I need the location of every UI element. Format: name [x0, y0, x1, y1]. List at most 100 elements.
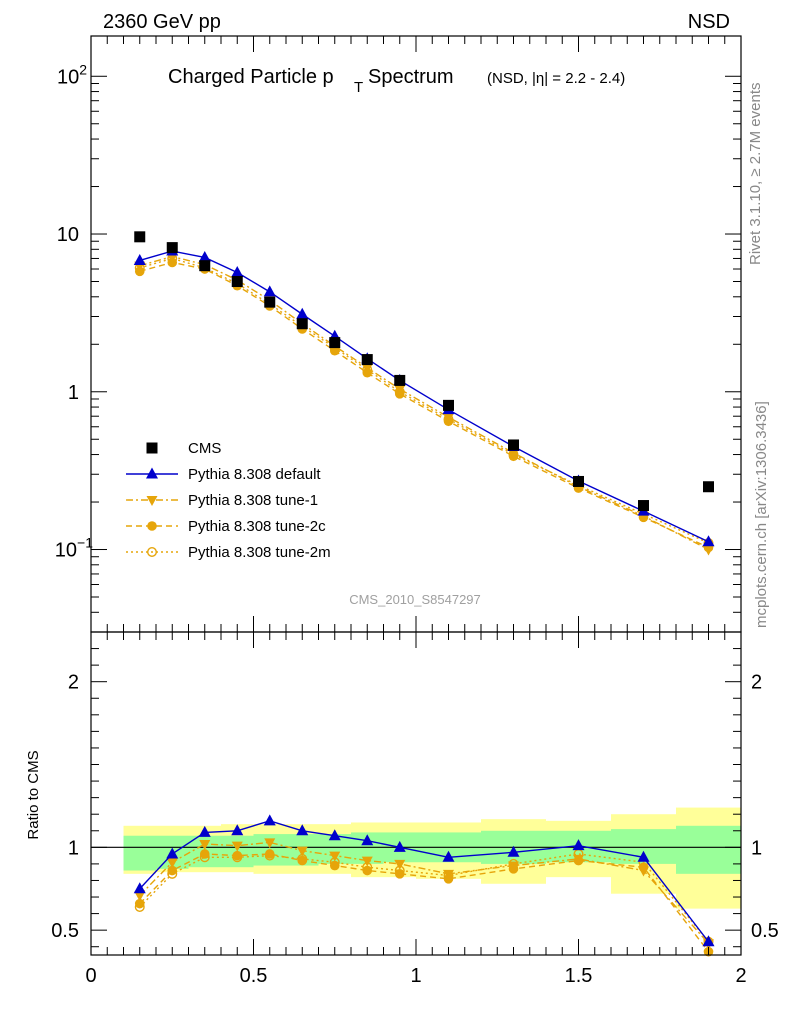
ratio-pythia-8-308-tune-2c-line	[139, 853, 710, 953]
ratio-pythia-8-308-tune-2m-point-3	[232, 852, 243, 863]
main-series-layer	[133, 231, 715, 556]
main-pythia-8-308-default-point-0	[133, 253, 146, 265]
main-ytick-label-exp-0: −1	[77, 535, 93, 551]
main-pythia-8-308-default-point-3	[231, 266, 244, 278]
ratio-pythia-8-308-tune-1-point-3	[231, 841, 243, 852]
ratio-pythia-8-308-default-point-5	[296, 824, 309, 836]
ratio-pythia-8-308-tune-1-point-7	[361, 856, 373, 867]
ratio-pythia-8-308-default-point-9	[442, 850, 455, 862]
main-cms-point-3	[231, 276, 243, 288]
main-pythia-8-308-tune-2m-point-8	[394, 386, 405, 397]
main-frame	[90, 35, 742, 633]
main-pythia-8-308-tune-2m-line	[139, 257, 709, 544]
main-ytick-label-exp-3: 2	[79, 61, 87, 77]
ratio-xtick-label-1: 0.5	[240, 965, 268, 987]
ratio-pythia-8-308-default-point-1	[166, 847, 179, 859]
main-ytick-label-3: 102	[57, 61, 87, 88]
ratio-pythia-8-308-tune-1-line	[139, 841, 710, 944]
ratio-pythia-8-308-tune-2c-point-9	[443, 874, 454, 884]
ratio-pythia-8-308-default-point-12	[637, 850, 650, 862]
legend-pythia-8-308-tune-1-label: Pythia 8.308 tune-1	[188, 492, 318, 509]
ratio-panel: 0 0.5 1 1.5 2 0.5 0.5 1 1 2 2 Ratio to CMS	[25, 631, 779, 987]
legend-pythia-8-308-tune-2c-label: Pythia 8.308 tune-2c	[188, 518, 326, 535]
ratio-pythia-8-308-default-point-13	[702, 935, 715, 947]
ratio-ytick-label-right-2: 2	[751, 672, 762, 694]
ratio-pythia-8-308-default-point-4	[263, 814, 276, 826]
ratio-series-layer	[133, 814, 715, 957]
ratio-pythia-8-308-tune-1-point-6	[329, 851, 341, 862]
header-energy: 2360 GeV pp	[103, 11, 221, 33]
ratio-pythia-8-308-default-point-0	[133, 882, 146, 894]
ratio-pythia-8-308-tune-1-point-4	[264, 838, 276, 849]
ratio-pythia-8-308-default-point-2	[198, 825, 211, 837]
main-pythia-8-308-tune-2c-point-7	[362, 367, 373, 378]
main-axes-layer: 10−1 1 10 102	[55, 35, 742, 633]
ratio-pythia-8-308-tune-2c-point-7	[362, 865, 373, 876]
ratio-xtick-label-3: 1.5	[565, 965, 593, 987]
ratio-pythia-8-308-tune-1-point-1	[166, 858, 178, 869]
title-qualifier: (NSD, |η| = 2.2 - 2.4)	[487, 70, 625, 87]
main-pythia-8-308-default-point-5	[296, 307, 309, 319]
ratio-pythia-8-308-default-point-11	[572, 839, 585, 851]
legend: CMS Pythia 8.308 default Pythia 8.308 tune…	[126, 440, 331, 561]
ratio-pythia-8-308-default-point-8	[393, 840, 406, 852]
main-ytick-label-2: 10	[57, 224, 79, 246]
ratio-pythia-8-308-tune-2m-point-10	[508, 858, 519, 869]
ratio-ytick-label-right-0: 0.5	[751, 920, 779, 942]
ratio-pythia-8-308-tune-1-point-2	[199, 840, 211, 851]
plot-title: Charged Particle p T Spectrum (NSD, |η| …	[168, 66, 625, 96]
ratio-pythia-8-308-tune-2m-point-2	[199, 852, 210, 863]
ratio-ytick-label-left-2: 2	[68, 672, 79, 694]
main-panel: 10−1 1 10 102 Charged Particle p T Spectrum…	[55, 35, 742, 633]
ratio-axes-layer: 0 0.5 1 1.5 2 0.5 0.5 1 1 2 2	[51, 631, 779, 987]
legend-pythia-8-308-tune-2m-marker	[146, 547, 157, 558]
ratio-ytick-label-left-0: 0.5	[51, 920, 79, 942]
ratio-ytick-label-left-1: 1	[68, 837, 79, 859]
mcplots-note: mcplots.cern.ch [arXiv:1306.3436]	[753, 401, 770, 628]
legend-pythia-8-308-tune-2m-label: Pythia 8.308 tune-2m	[188, 544, 331, 561]
ratio-pythia-8-308-tune-2m-point-8	[394, 865, 405, 876]
main-pythia-8-308-default-point-13	[702, 535, 715, 547]
legend-pythia-8-308-default-marker	[146, 467, 158, 479]
main-cms-point-12	[638, 500, 649, 512]
ratio-frame	[90, 631, 742, 956]
ratio-pythia-8-308-default-point-6	[328, 829, 341, 841]
main-pythia-8-308-tune-2c-point-8	[394, 389, 405, 399]
ratio-pythia-8-308-tune-2m-point-6	[329, 857, 340, 868]
main-cms-point-5	[296, 318, 308, 330]
main-cms-point-4	[264, 296, 276, 308]
ratio-pythia-8-308-tune-2c-point-2	[199, 849, 210, 859]
ratio-pythia-8-308-tune-2m-point-7	[362, 862, 373, 873]
ratio-xtick-label-2: 1	[410, 965, 421, 987]
title-main-subscript: T	[354, 79, 363, 96]
main-cms-point-1	[166, 242, 178, 254]
title-main-pre: Charged Particle p	[168, 66, 334, 88]
rivet-note: Rivet 3.1.10, ≥ 2.7M events	[747, 83, 764, 266]
analysis-watermark: CMS_2010_S8547297	[349, 592, 481, 607]
header-process: NSD	[688, 11, 730, 33]
main-cms-point-11	[573, 475, 584, 487]
ratio-pythia-8-308-tune-2m-point-1	[167, 868, 178, 879]
main-cms-point-0	[134, 231, 146, 243]
main-pythia-8-308-tune-2m-point-9	[443, 414, 454, 425]
main-cms-point-6	[329, 337, 341, 349]
ratio-pythia-8-308-default-point-3	[231, 824, 244, 836]
ratio-pythia-8-308-default-point-10	[507, 845, 520, 857]
main-pythia-8-308-default-point-4	[263, 285, 276, 297]
ratio-xtick-label-0: 0	[85, 965, 96, 987]
legend-pythia-8-308-tune-2c-marker	[147, 521, 157, 531]
main-ytick-label-base-2: 10	[57, 224, 79, 246]
main-cms-point-9	[443, 399, 454, 411]
main-pythia-8-308-default-point-2	[198, 250, 211, 262]
ratio-pythia-8-308-default-point-7	[361, 834, 374, 846]
ratio-pythia-8-308-tune-2c-point-0	[134, 898, 145, 909]
band-inner-13	[676, 825, 741, 874]
legend-pythia-8-308-tune-1-marker	[146, 496, 158, 506]
ratio-xtick-label-4: 2	[735, 965, 746, 987]
ratio-ytick-label-right-1: 1	[751, 837, 762, 859]
main-cms-point-8	[394, 374, 406, 386]
main-cms-point-13	[703, 481, 714, 493]
main-ytick-label-0: 10−1	[55, 535, 93, 562]
main-ytick-label-base-1: 1	[68, 382, 79, 404]
